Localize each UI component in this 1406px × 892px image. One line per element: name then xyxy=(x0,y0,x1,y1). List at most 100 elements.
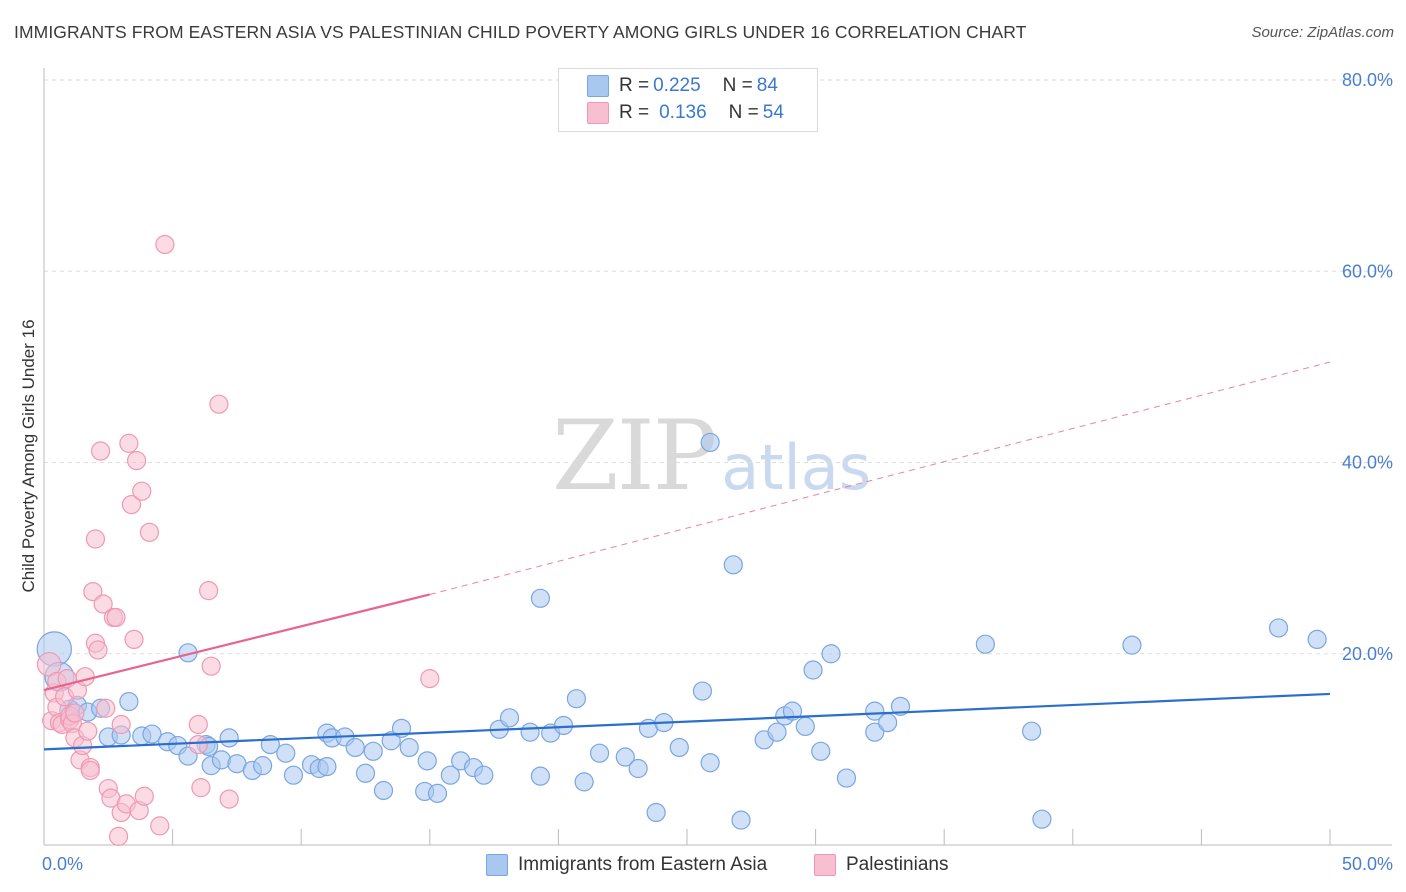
data-point xyxy=(119,691,139,712)
data-point xyxy=(126,450,147,471)
data-point xyxy=(615,747,635,767)
data-point xyxy=(209,394,229,414)
data-point xyxy=(520,722,540,742)
y-tick-label: 60.0% xyxy=(1342,261,1393,281)
data-point xyxy=(821,644,841,664)
data-point xyxy=(474,765,494,785)
bottom-legend-label: Palestinians xyxy=(846,854,949,875)
data-point xyxy=(700,432,720,453)
legend-swatch-blue xyxy=(587,75,609,97)
legend-n-value: 84 xyxy=(756,75,778,96)
data-point xyxy=(566,689,587,709)
data-point xyxy=(253,756,273,776)
x-tick-label: 50.0% xyxy=(1342,854,1393,874)
bottom-legend-eastern-asia: Immigrants from Eastern Asia xyxy=(486,852,767,878)
data-point xyxy=(75,667,95,687)
data-point xyxy=(811,741,831,761)
data-point xyxy=(420,669,440,689)
legend-r-value: 0.136 xyxy=(659,102,707,123)
data-point xyxy=(80,760,100,781)
data-point xyxy=(767,722,787,742)
data-point xyxy=(417,751,437,771)
data-point xyxy=(83,581,103,602)
data-point xyxy=(317,756,337,777)
data-point xyxy=(90,441,111,461)
data-point xyxy=(731,810,751,830)
data-point xyxy=(119,433,139,453)
grid-lines xyxy=(44,79,1392,655)
data-point xyxy=(219,789,239,809)
data-point xyxy=(124,629,144,650)
legend-n-value: 54 xyxy=(762,102,784,123)
bottom-legend-palestinians: Palestinians xyxy=(814,852,948,878)
data-point xyxy=(219,728,239,748)
y-tick-label: 80.0% xyxy=(1342,70,1393,90)
legend-n-label: N = xyxy=(728,102,759,123)
data-point xyxy=(188,714,208,735)
data-point xyxy=(381,731,401,751)
data-point xyxy=(427,783,448,803)
data-point xyxy=(355,763,376,783)
data-point xyxy=(530,766,550,786)
trend-lines xyxy=(43,361,1331,751)
trend-line-palestinians-extrapolated xyxy=(429,361,1331,595)
data-point xyxy=(121,494,142,515)
data-point xyxy=(283,765,304,785)
data-point xyxy=(139,522,160,542)
data-point xyxy=(782,701,803,721)
data-point xyxy=(96,698,116,718)
data-point xyxy=(93,594,113,614)
data-point xyxy=(399,737,419,758)
data-point xyxy=(88,640,108,660)
trend-line-palestinians xyxy=(43,593,431,692)
trend-line-eastern-asia xyxy=(43,692,1331,751)
data-point xyxy=(132,481,152,501)
data-point xyxy=(345,737,365,758)
data-point xyxy=(199,581,219,601)
data-point xyxy=(142,724,162,744)
data-point xyxy=(669,737,689,758)
data-point xyxy=(440,765,460,785)
tick-labels: 20.0% 40.0% 60.0% 80.0% 0.0% 50.0% xyxy=(42,70,1393,874)
data-point xyxy=(1032,809,1052,829)
data-point xyxy=(1022,721,1042,741)
data-point xyxy=(692,681,713,701)
legend-row-palestinians: R = 0.136 N = 54 xyxy=(587,100,784,126)
data-point xyxy=(553,715,574,736)
axes xyxy=(43,68,1392,846)
bottom-legend-swatch-blue xyxy=(486,854,508,876)
x-tick-label: 0.0% xyxy=(42,854,83,874)
correlation-legend: R = 0.225 N = 84 R = 0.136 N = 54 xyxy=(558,68,818,132)
data-point xyxy=(155,234,175,255)
data-point xyxy=(276,743,296,763)
series-eastern-asia-points xyxy=(36,432,1327,830)
legend-swatch-pink xyxy=(587,102,609,124)
data-point xyxy=(373,780,394,801)
source-label: Source: ZipAtlas.com xyxy=(1251,24,1394,41)
legend-r-value: 0.225 xyxy=(653,75,701,96)
y-axis-label: Child Poverty Among Girls Under 16 xyxy=(19,319,38,592)
data-point xyxy=(108,826,129,846)
data-point xyxy=(646,802,666,823)
data-point xyxy=(78,721,98,741)
y-tick-label: 20.0% xyxy=(1342,644,1393,664)
data-point xyxy=(890,696,911,716)
data-point xyxy=(700,753,720,773)
legend-row-eastern-asia: R = 0.225 N = 84 xyxy=(587,73,778,99)
data-point xyxy=(878,712,898,733)
legend-r-label: R = xyxy=(619,75,650,96)
data-point xyxy=(201,656,221,676)
data-point xyxy=(85,529,106,549)
y-tick-label: 40.0% xyxy=(1342,453,1393,473)
legend-r-label: R = xyxy=(619,102,650,123)
data-point xyxy=(975,634,995,654)
data-point xyxy=(65,703,85,723)
data-point xyxy=(803,660,823,680)
chart-title: IMMIGRANTS FROM EASTERN ASIA VS PALESTIN… xyxy=(14,22,1027,42)
bottom-legend-label: Immigrants from Eastern Asia xyxy=(518,854,768,875)
data-point xyxy=(628,758,648,779)
data-point xyxy=(363,741,383,761)
data-point xyxy=(574,772,594,792)
data-point xyxy=(499,708,520,728)
